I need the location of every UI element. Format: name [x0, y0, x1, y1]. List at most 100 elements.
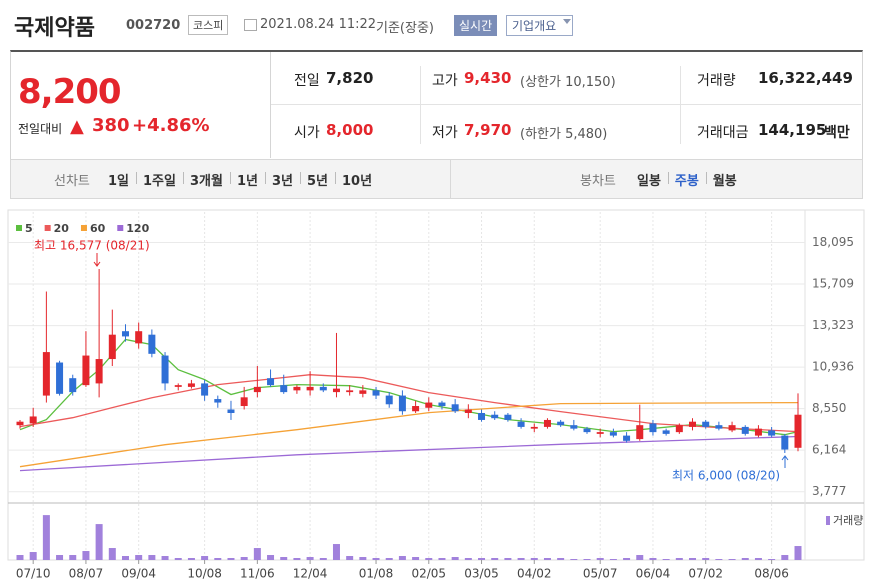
- candle-body: [781, 435, 789, 450]
- candle-body: [504, 414, 512, 420]
- tab[interactable]: 1년: [236, 174, 258, 189]
- calendar-icon: [244, 19, 257, 31]
- tab[interactable]: 3개월: [189, 174, 223, 189]
- x-tick-label: 08/06: [754, 567, 789, 581]
- volume-bar: [570, 559, 578, 560]
- field-label: 고가: [432, 73, 458, 89]
- volume-bar: [187, 558, 195, 560]
- divider: [271, 104, 861, 105]
- tab[interactable]: 월봉: [712, 174, 737, 189]
- volume-bar: [517, 558, 525, 560]
- volume-bar: [451, 557, 459, 560]
- volume-bar: [623, 558, 631, 560]
- market-badge: 코스피: [188, 15, 229, 35]
- tab[interactable]: 1일: [108, 174, 130, 189]
- candle-body: [240, 397, 248, 407]
- volume-bar: [306, 557, 314, 560]
- up-arrow: ▲: [70, 116, 84, 137]
- candle-body: [56, 362, 64, 394]
- stock-code: 002720: [126, 18, 181, 33]
- candle-body: [570, 425, 578, 429]
- tab[interactable]: 3년: [271, 174, 293, 189]
- volume-bar: [69, 555, 77, 560]
- tab-group-label: 선차트: [54, 174, 90, 189]
- volume-bar: [781, 555, 789, 560]
- x-tick-label: 05/07: [583, 567, 618, 581]
- candle-body: [174, 385, 182, 387]
- candle-body: [293, 386, 301, 391]
- annotation-arrow: [781, 455, 789, 468]
- candle-body: [227, 409, 235, 413]
- tab[interactable]: 주봉: [674, 174, 699, 189]
- candle-body: [543, 419, 551, 427]
- volume-bar: [478, 558, 486, 560]
- volume-bar: [135, 555, 143, 560]
- candle-body: [280, 385, 288, 393]
- candle-body: [662, 430, 670, 434]
- volume-bar: [609, 559, 617, 560]
- separator: [264, 172, 266, 184]
- volume-bar: [95, 524, 103, 560]
- dropdown-caret: [563, 19, 571, 24]
- candle-body: [95, 359, 103, 384]
- volume-bar: [425, 558, 433, 560]
- volume-bar: [201, 556, 209, 560]
- volume-bar: [636, 555, 644, 560]
- divider: [680, 66, 681, 144]
- tab[interactable]: 5년: [306, 174, 328, 189]
- field-label: 시가: [294, 125, 320, 141]
- divider: [420, 66, 421, 144]
- volume-bar: [662, 559, 670, 560]
- legend-swatch: [44, 225, 51, 231]
- tab[interactable]: 일봉: [637, 174, 661, 189]
- volume-bar: [675, 558, 683, 560]
- candle-body: [201, 383, 209, 396]
- candle-body: [29, 416, 37, 424]
- legend-label: 60: [90, 222, 106, 235]
- tab[interactable]: 10년: [342, 174, 373, 189]
- volume-bar: [372, 558, 380, 560]
- candle-body: [187, 383, 195, 387]
- candle-body: [583, 428, 591, 433]
- ma-line: [19, 401, 799, 468]
- candle-body: [121, 331, 129, 337]
- legend-swatch: [16, 225, 22, 231]
- candle-body: [161, 355, 169, 384]
- candle-body: [253, 386, 261, 393]
- candle-body: [728, 425, 736, 431]
- y-tick-label: 6,164: [812, 443, 846, 457]
- change: 380: [92, 115, 130, 136]
- candle-body: [267, 378, 275, 386]
- field-label: 전일: [294, 73, 320, 89]
- field-label: 저가: [432, 125, 458, 141]
- candle-body: [464, 409, 472, 413]
- volume-bar: [253, 548, 261, 560]
- legend-swatch: [117, 225, 124, 231]
- annotation: 최저 6,000 (08/20): [672, 469, 780, 483]
- volume-bar: [214, 558, 222, 560]
- volume-bar: [359, 557, 367, 560]
- volume-bar: [649, 558, 657, 560]
- candle-body: [412, 406, 420, 412]
- company-info-button[interactable]: 기업개요: [506, 15, 574, 36]
- tab[interactable]: 1주일: [143, 174, 176, 189]
- separator: [299, 172, 301, 184]
- stock-name: 국제약품: [14, 16, 95, 41]
- x-tick-label: 11/06: [240, 567, 275, 581]
- volume-bar: [108, 548, 116, 560]
- field-unit: 백만: [824, 125, 850, 141]
- volume-bar: [42, 515, 50, 560]
- divider: [450, 160, 451, 198]
- volume-bar: [583, 559, 591, 560]
- realtime-button[interactable]: 실시간: [454, 15, 498, 36]
- field-note: (하한가 5,480): [520, 127, 608, 142]
- x-tick-label: 01/08: [359, 567, 394, 581]
- y-tick-label: 8,550: [812, 401, 846, 415]
- candle-body: [385, 395, 393, 405]
- x-tick-label: 02/05: [411, 567, 446, 581]
- volume-bar: [557, 558, 565, 560]
- volume-bar: [530, 558, 538, 560]
- change-pct: +4.86%: [132, 115, 210, 136]
- candle-body: [741, 426, 749, 434]
- volume-bar: [412, 557, 420, 560]
